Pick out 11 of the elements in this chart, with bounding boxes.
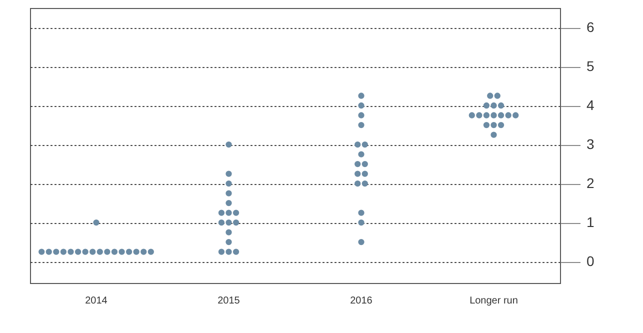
- x-tick-label: 2014: [85, 296, 108, 306]
- y-tick-label: 4: [586, 97, 594, 114]
- y-tick-label: 3: [586, 136, 594, 152]
- y-tick-label: 5: [586, 58, 594, 74]
- y-tick-label: 2: [586, 175, 594, 192]
- y-tick-label: 6: [586, 19, 594, 36]
- x-tick-label: 2015: [218, 296, 240, 306]
- y-tick-label: 0: [586, 253, 594, 270]
- x-tick-label: Longer run: [470, 296, 518, 306]
- x-tick-label: 2016: [350, 296, 373, 306]
- y-tick-label: 1: [586, 214, 594, 230]
